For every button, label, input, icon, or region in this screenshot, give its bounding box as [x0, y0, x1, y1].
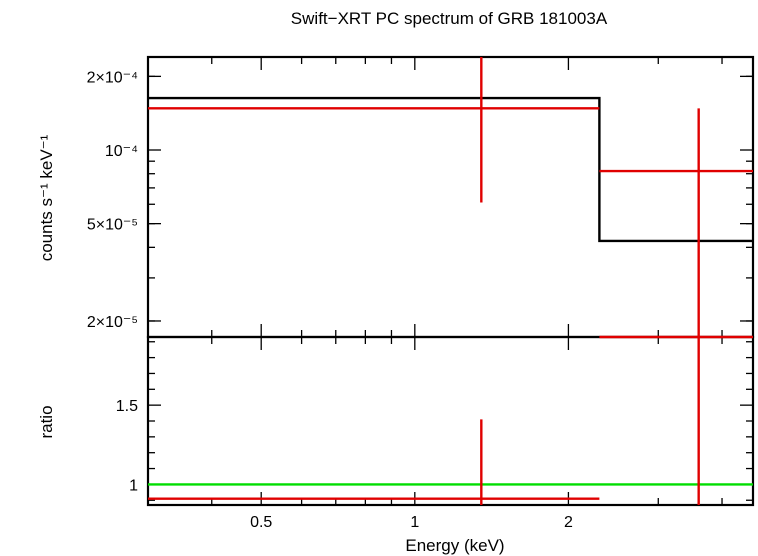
- top-ylabel: counts s⁻¹ keV⁻¹: [37, 134, 56, 261]
- bottom-y-tick-label: 1.5: [116, 398, 138, 415]
- bottom-panel-frame: [146, 335, 755, 507]
- chart-title: Swift−XRT PC spectrum of GRB 181003A: [291, 9, 608, 28]
- x-tick-label: 2: [564, 514, 573, 531]
- bottom-y-tick-label: 1: [129, 477, 138, 494]
- plot-layer: 0.5 1 2 2×10⁻⁴ 10⁻⁴ 5×10⁻⁵ 2×10⁻⁵ 1.5 1: [87, 55, 755, 531]
- bottom-ylabel: ratio: [37, 405, 56, 438]
- top-y-tick-label: 2×10⁻⁴: [87, 69, 138, 86]
- top-y-tick-label: 5×10⁻⁵: [87, 217, 138, 234]
- x-tick-label: 1: [410, 514, 419, 531]
- top-y-tick-label: 2×10⁻⁵: [87, 314, 138, 331]
- model-step-line: [148, 96, 753, 243]
- top-y-tick-label: 10⁻⁴: [105, 143, 138, 160]
- x-axis-label: Energy (keV): [405, 536, 504, 555]
- x-tick-label: 0.5: [250, 514, 272, 531]
